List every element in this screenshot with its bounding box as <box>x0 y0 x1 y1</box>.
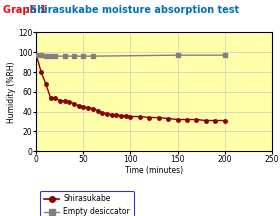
X-axis label: Time (minutes): Time (minutes) <box>125 166 183 175</box>
Text: :Shirasukabe moisture absorption test: :Shirasukabe moisture absorption test <box>26 5 239 15</box>
Legend: Shirasukabe, Empty desiccator: Shirasukabe, Empty desiccator <box>40 191 134 216</box>
Text: Graph 1: Graph 1 <box>3 5 46 15</box>
Y-axis label: Humidity (%RH): Humidity (%RH) <box>7 61 16 123</box>
